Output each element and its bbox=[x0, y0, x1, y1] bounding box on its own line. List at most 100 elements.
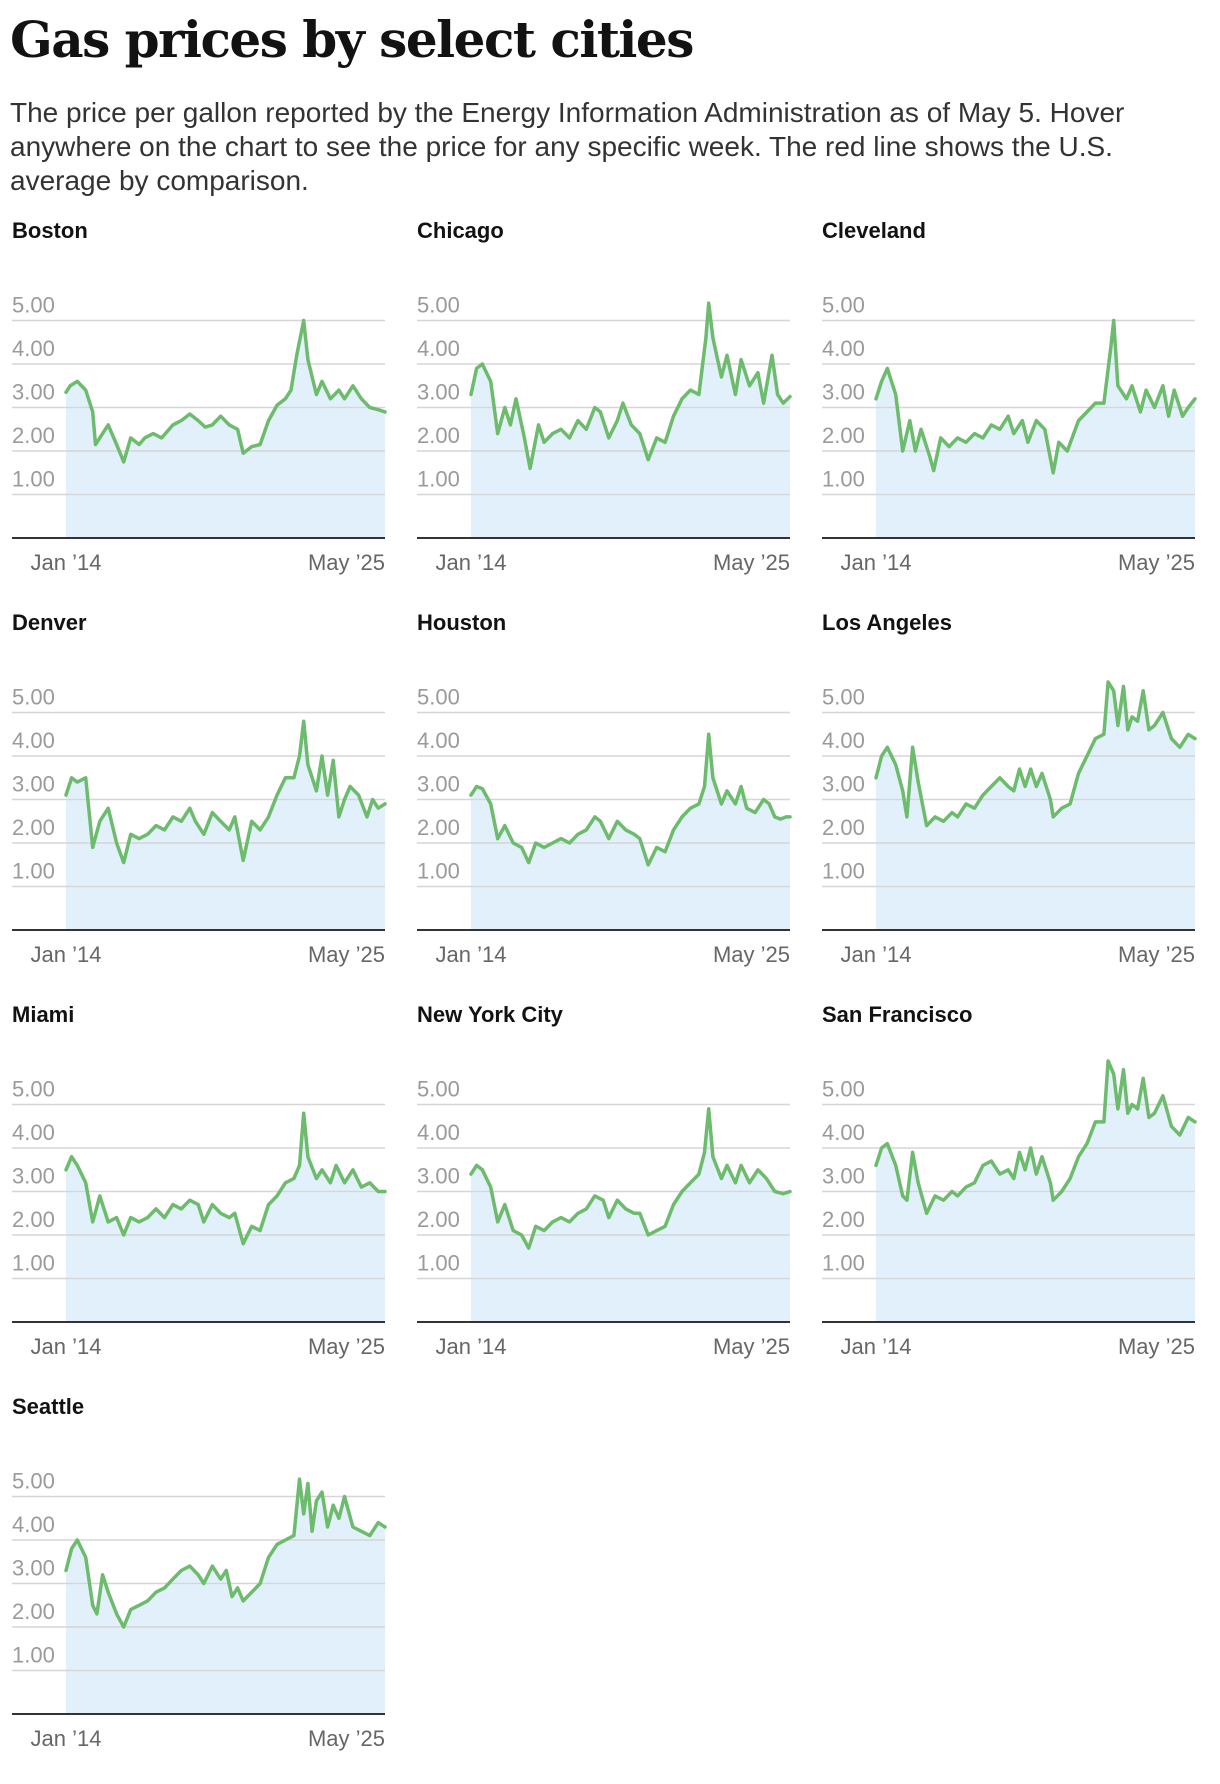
chart-panel[interactable]: Seattle 1.00 2.00 3.00 4.00 5.00 Jan ’14 May ’2… bbox=[0, 1176, 400, 1776]
data-point bbox=[990, 1159, 993, 1163]
data-point bbox=[475, 367, 478, 370]
chart-panel[interactable]: Miami 1.00 2.00 3.00 4.00 5.00 Jan ’14 May ’25 bbox=[0, 784, 400, 1384]
data-point bbox=[258, 1582, 262, 1585]
data-point bbox=[762, 401, 765, 405]
data-point bbox=[343, 1181, 346, 1184]
data-point bbox=[776, 393, 779, 396]
data-point bbox=[343, 397, 346, 400]
data-point bbox=[481, 362, 484, 366]
data-point bbox=[242, 1242, 245, 1245]
data-point bbox=[154, 1207, 158, 1211]
data-point bbox=[514, 397, 518, 400]
data-point bbox=[258, 443, 262, 446]
chart-svg[interactable]: 1.00 2.00 3.00 4.00 5.00 Jan ’14 May ’25 bbox=[0, 1176, 400, 1776]
data-point bbox=[1085, 754, 1089, 758]
data-point bbox=[219, 415, 222, 418]
data-point bbox=[351, 384, 355, 387]
data-point bbox=[520, 846, 523, 849]
y-tick-label: 5.00 bbox=[417, 293, 460, 318]
chart-panel[interactable]: New York City 1.00 2.00 3.00 4.00 5.00 Jan ’14… bbox=[405, 784, 805, 1384]
data-point bbox=[981, 793, 985, 797]
chart-panel[interactable]: Houston 1.00 2.00 3.00 4.00 5.00 Jan ’14 May ’2… bbox=[405, 392, 805, 992]
chart-panel[interactable]: Los Angeles 1.00 2.00 3.00 4.00 5.00 Jan ’14 Ma… bbox=[810, 392, 1210, 992]
data-point bbox=[137, 1604, 141, 1607]
data-point bbox=[1106, 680, 1110, 684]
data-point bbox=[1102, 733, 1106, 736]
data-point bbox=[122, 1625, 125, 1629]
data-point bbox=[711, 336, 715, 340]
data-point bbox=[298, 754, 301, 758]
data-point bbox=[267, 1203, 270, 1206]
data-point bbox=[602, 1199, 605, 1202]
chart-svg[interactable]: 1.00 2.00 3.00 4.00 5.00 Jan ’14 May ’25 bbox=[405, 0, 805, 600]
data-point bbox=[1077, 419, 1080, 422]
data-point bbox=[1112, 689, 1115, 692]
data-point bbox=[76, 1164, 79, 1167]
chart-svg[interactable]: 1.00 2.00 3.00 4.00 5.00 Jan ’14 May ’25 bbox=[405, 784, 805, 1384]
data-point bbox=[942, 820, 945, 823]
data-point bbox=[638, 837, 641, 840]
chart-svg[interactable]: 1.00 2.00 3.00 4.00 5.00 Jan ’14 May ’25 bbox=[810, 784, 1210, 1384]
data-point bbox=[163, 1216, 166, 1219]
data-point bbox=[707, 733, 710, 736]
data-point bbox=[1187, 1116, 1190, 1119]
data-point bbox=[242, 1599, 245, 1603]
data-point bbox=[942, 1199, 945, 1202]
y-tick-label: 5.00 bbox=[417, 1077, 460, 1102]
data-point bbox=[1012, 789, 1015, 792]
chart-panel[interactable]: Denver 1.00 2.00 3.00 4.00 5.00 Jan ’14 May ’25 bbox=[0, 392, 400, 992]
data-point bbox=[1085, 1142, 1089, 1145]
chart-panel[interactable]: San Francisco 1.00 2.00 3.00 4.00 5.00 Jan ’14… bbox=[810, 784, 1210, 1384]
chart-svg[interactable]: 1.00 2.00 3.00 4.00 5.00 Jan ’14 May ’25 bbox=[0, 0, 400, 600]
data-point bbox=[939, 436, 942, 440]
data-point bbox=[1147, 728, 1151, 732]
x-tick-label: May ’25 bbox=[308, 550, 385, 575]
chart-panel[interactable]: Boston 1.00 2.00 3.00 4.00 5.00 Jan ’14 May ’25 bbox=[0, 0, 400, 600]
x-tick-label: Jan ’14 bbox=[31, 1726, 102, 1751]
data-point bbox=[489, 380, 492, 383]
data-point bbox=[1116, 724, 1120, 727]
data-point bbox=[1193, 397, 1197, 400]
data-point bbox=[219, 1212, 222, 1215]
chart-svg[interactable]: 1.00 2.00 3.00 4.00 5.00 Jan ’14 May ’25 bbox=[405, 392, 805, 992]
data-point bbox=[559, 428, 563, 431]
data-point bbox=[537, 423, 540, 427]
data-point bbox=[1052, 815, 1055, 819]
data-point bbox=[585, 428, 588, 431]
data-point bbox=[481, 1168, 484, 1171]
chart-svg[interactable]: 1.00 2.00 3.00 4.00 5.00 Jan ’14 May ’25 bbox=[0, 392, 400, 992]
data-point bbox=[917, 1181, 920, 1184]
data-point bbox=[481, 787, 484, 790]
y-tick-label: 2.00 bbox=[822, 1207, 865, 1232]
chart-panel[interactable]: Chicago 1.00 2.00 3.00 4.00 5.00 Jan ’14 May ’2… bbox=[405, 0, 805, 600]
data-point bbox=[469, 1172, 473, 1176]
data-point bbox=[64, 1569, 68, 1572]
data-point bbox=[275, 404, 279, 407]
chart-svg[interactable]: 1.00 2.00 3.00 4.00 5.00 Jan ’14 May ’25 bbox=[0, 784, 400, 1384]
data-point bbox=[64, 391, 68, 394]
chart-title: New York City bbox=[417, 1002, 563, 1027]
data-point bbox=[773, 815, 776, 819]
data-point bbox=[211, 423, 214, 427]
chart-svg[interactable]: 1.00 2.00 3.00 4.00 5.00 Jan ’14 May ’25 bbox=[810, 0, 1210, 600]
data-point bbox=[773, 1190, 776, 1193]
data-point bbox=[383, 410, 387, 414]
data-point bbox=[1094, 401, 1097, 405]
data-point bbox=[647, 458, 650, 461]
data-point bbox=[275, 1194, 279, 1198]
y-tick-label: 5.00 bbox=[12, 1077, 55, 1102]
chart-panel[interactable]: Cleveland 1.00 2.00 3.00 4.00 5.00 Jan ’14 May … bbox=[810, 0, 1210, 600]
data-point bbox=[146, 833, 149, 836]
data-point bbox=[171, 423, 175, 427]
data-point bbox=[874, 776, 878, 779]
data-point bbox=[1181, 415, 1184, 418]
data-point bbox=[905, 1199, 909, 1202]
data-point bbox=[1035, 785, 1038, 788]
data-point bbox=[1130, 384, 1134, 387]
price-line bbox=[874, 1059, 1197, 1216]
chart-svg[interactable]: 1.00 2.00 3.00 4.00 5.00 Jan ’14 May ’25 bbox=[810, 392, 1210, 992]
data-point bbox=[707, 1107, 710, 1111]
x-tick-label: Jan ’14 bbox=[31, 550, 102, 575]
data-point bbox=[137, 443, 141, 446]
data-point bbox=[115, 841, 118, 845]
